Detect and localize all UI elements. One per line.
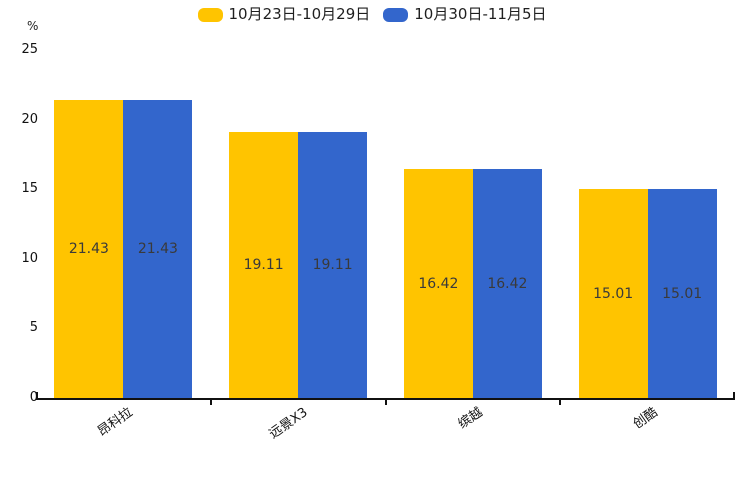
bar-value-label: 19.11 — [312, 256, 353, 273]
x-category-label-3: 缤越 — [455, 405, 486, 433]
bar-value-label: 21.43 — [137, 240, 178, 257]
bar-series2-cat1[interactable]: 21.43 — [123, 99, 193, 398]
y-axis-unit-label: % — [27, 19, 39, 33]
legend-item-week1[interactable]: 10月23日-10月29日 — [197, 5, 371, 23]
legend-item-week2[interactable]: 10月30日-11月5日 — [383, 7, 546, 22]
x-category-label-2: 远景X3 — [266, 405, 311, 443]
y-tick-label: 20 — [21, 111, 38, 127]
bar-value-label: 21.43 — [68, 240, 109, 257]
bar-series2-cat3[interactable]: 16.42 — [472, 169, 542, 398]
x-axis-tick — [209, 400, 212, 405]
legend-label-week1: 10月23日-10月29日 — [228, 5, 371, 23]
y-tick-label: 10 — [21, 250, 38, 266]
bar-series2-cat4[interactable]: 15.01 — [647, 189, 717, 398]
bar-series1-cat1[interactable]: 21.43 — [54, 99, 124, 398]
bar-value-label: 15.01 — [662, 285, 703, 302]
bar-value-label: 19.11 — [243, 256, 284, 273]
legend-label-week2: 10月30日-11月5日 — [414, 5, 547, 23]
y-tick-label: 0 — [29, 390, 38, 405]
x-category-label-4: 创酷 — [630, 405, 661, 433]
bar-series1-cat2[interactable]: 19.11 — [229, 131, 299, 398]
bar-value-label: 16.42 — [487, 275, 528, 292]
bar-series1-cat3[interactable]: 16.42 — [403, 169, 473, 398]
y-tick-label: 15 — [21, 181, 38, 197]
bar-series1-cat4[interactable]: 15.01 — [578, 189, 648, 398]
x-axis-tick — [733, 392, 735, 398]
x-category-label-1: 昂科拉 — [95, 405, 136, 440]
bar-value-label: 15.01 — [593, 285, 634, 302]
x-axis-tick — [384, 400, 387, 405]
x-axis-line — [36, 398, 735, 400]
y-tick-label: 25 — [21, 42, 38, 57]
y-tick-label: 5 — [29, 320, 38, 336]
legend-swatch-week1 — [197, 7, 223, 22]
x-axis-tick — [36, 392, 38, 398]
legend: 10月23日-10月29日 10月30日-11月5日 — [0, 7, 744, 22]
bar-value-label: 16.42 — [418, 275, 459, 292]
bar-series2-cat2[interactable]: 19.11 — [298, 131, 368, 398]
legend-swatch-week2 — [383, 7, 409, 22]
x-axis-tick — [559, 400, 562, 405]
